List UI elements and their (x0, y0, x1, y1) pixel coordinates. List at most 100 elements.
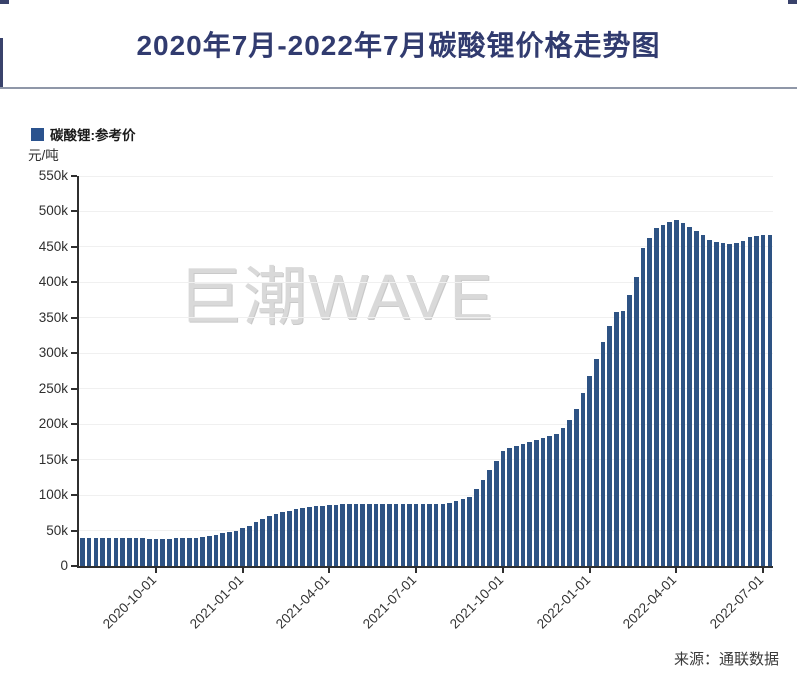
bar-2021-04-16 (340, 504, 346, 566)
bar-2022-04-22 (694, 231, 699, 566)
y-tick-label: 500k (38, 203, 68, 219)
bar-2021-01-15 (253, 522, 259, 566)
x-tick (241, 567, 244, 573)
y-tick-label: 200k (38, 416, 68, 432)
bar-2021-08-27 (467, 496, 472, 566)
bar-2022-04-15 (687, 227, 693, 566)
bar-2020-09-18 (140, 538, 145, 566)
y-tick (71, 352, 77, 355)
bar-2021-12-03 (560, 428, 566, 566)
bar-2022-01-21 (607, 326, 612, 566)
page-title: 2020年7月-2022年7月碳酸锂价格走势图 (136, 30, 661, 61)
legend-label: 碳酸锂:参考价 (50, 128, 136, 143)
bar-2021-06-25 (407, 504, 412, 566)
chart-legend: 碳酸锂:参考价 (31, 124, 136, 144)
x-tick (588, 567, 591, 573)
bar-2020-10-23 (173, 538, 179, 566)
bar-2022-01-14 (600, 341, 606, 566)
title-divider (0, 87, 797, 89)
gridline-550k (79, 175, 773, 177)
bar-2022-02-18 (634, 276, 639, 566)
x-tick-label: 2022-04-01 (620, 572, 680, 632)
y-tick-label: 300k (38, 345, 68, 361)
bar-2020-09-25 (146, 538, 152, 566)
bar-2021-04-30 (353, 504, 359, 566)
bar-2021-01-22 (260, 518, 265, 566)
y-tick (71, 458, 77, 461)
edge-artifact-top-right (788, 0, 797, 4)
bar-2021-11-19 (547, 436, 552, 566)
gridline-500k (79, 210, 773, 212)
y-tick-label: 150k (38, 451, 68, 467)
bar-2022-04-01 (674, 219, 679, 566)
bar-2020-08-28 (120, 538, 125, 566)
y-tick (71, 387, 77, 390)
bar-2021-09-03 (473, 489, 479, 566)
bar-2021-06-04 (387, 503, 392, 566)
bar-2020-09-11 (133, 538, 139, 566)
bar-2021-03-12 (307, 507, 312, 566)
bar-2021-08-13 (453, 500, 459, 566)
y-tick-label: 350k (38, 309, 68, 325)
bar-2022-05-06 (707, 239, 713, 566)
y-axis-unit-label: 元/吨 (28, 148, 59, 163)
bar-2020-07-17 (80, 538, 85, 566)
bar-2020-12-25 (233, 530, 239, 566)
bar-2020-12-04 (213, 534, 219, 566)
x-tick-label: 2020-10-01 (99, 572, 160, 632)
bar-2022-06-17 (747, 236, 753, 566)
bar-2021-05-21 (373, 503, 379, 566)
y-tick-label: 0 (60, 558, 68, 573)
bar-2020-08-21 (113, 538, 119, 566)
bar-2021-06-18 (400, 504, 406, 566)
gridline-200k (79, 423, 773, 425)
bar-2020-12-18 (227, 531, 232, 566)
bar-2022-03-04 (647, 237, 652, 566)
y-tick (71, 281, 77, 284)
bar-2022-04-08 (680, 222, 686, 566)
y-tick (71, 245, 77, 248)
bar-2022-01-28 (614, 312, 619, 566)
bar-2020-07-31 (93, 538, 99, 566)
bar-2022-03-11 (654, 228, 659, 566)
bar-2021-01-08 (247, 525, 252, 566)
y-tick-label: 400k (38, 274, 68, 290)
bar-2021-10-22 (520, 444, 526, 566)
bar-2020-08-14 (106, 538, 112, 566)
bar-2021-03-05 (300, 507, 305, 566)
bar-2021-07-30 (440, 503, 446, 566)
bar-2021-09-24 (493, 461, 499, 566)
bar-2020-10-02 (153, 538, 159, 566)
bar-2020-08-07 (100, 538, 105, 566)
gridline-300k (79, 352, 773, 354)
x-tick (415, 567, 418, 573)
bar-2021-10-01 (500, 451, 506, 566)
bar-2021-04-23 (347, 504, 352, 566)
bar-2022-02-04 (620, 310, 626, 566)
x-tick-label: 2022-01-01 (533, 572, 593, 632)
y-tick (71, 210, 77, 213)
bar-2022-02-11 (627, 295, 632, 566)
bar-2021-02-26 (293, 509, 299, 566)
bar-2021-03-26 (320, 505, 326, 566)
gridline-100k (79, 494, 773, 496)
bar-2022-04-29 (700, 234, 706, 566)
bar-2021-03-19 (313, 506, 319, 566)
bar-2021-07-02 (413, 504, 419, 566)
bar-2020-10-16 (166, 538, 172, 566)
bar-2021-05-07 (360, 503, 366, 566)
edge-artifact-top-left (0, 0, 9, 4)
x-tick-label: 2021-10-01 (446, 572, 507, 632)
bar-2020-09-04 (126, 538, 132, 566)
gridline-400k (79, 281, 773, 283)
bar-2021-01-01 (240, 528, 245, 566)
bar-2021-08-20 (460, 498, 466, 566)
gridline-250k (79, 388, 773, 390)
bar-2022-02-25 (640, 248, 646, 566)
x-tick (762, 567, 765, 573)
y-tick (71, 565, 77, 567)
gridline-50k (79, 530, 773, 532)
bar-2022-06-10 (740, 240, 746, 566)
bar-2021-07-16 (427, 504, 432, 566)
bar-2022-05-27 (727, 244, 733, 566)
